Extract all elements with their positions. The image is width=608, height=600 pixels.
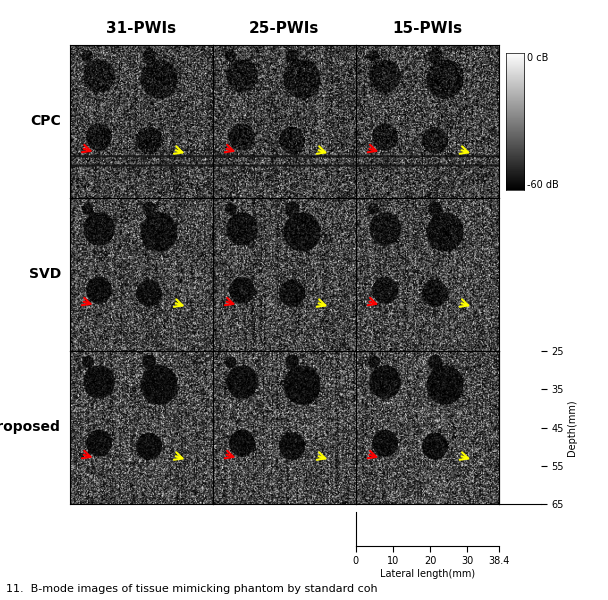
Text: 11.  B-mode images of tissue mimicking phantom by standard coh: 11. B-mode images of tissue mimicking ph…: [6, 584, 378, 594]
Text: CPC: CPC: [30, 115, 61, 128]
Text: 31-PWIs: 31-PWIs: [106, 21, 176, 36]
Text: 0 cB: 0 cB: [527, 53, 548, 62]
Text: -60 dB: -60 dB: [527, 181, 558, 190]
Text: 15-PWIs: 15-PWIs: [392, 21, 462, 36]
Text: SVD: SVD: [29, 268, 61, 281]
Y-axis label: Depth(mm): Depth(mm): [567, 399, 577, 456]
Text: Proposed: Proposed: [0, 421, 61, 434]
X-axis label: Lateral length(mm): Lateral length(mm): [379, 569, 475, 579]
Text: 25-PWIs: 25-PWIs: [249, 21, 319, 36]
